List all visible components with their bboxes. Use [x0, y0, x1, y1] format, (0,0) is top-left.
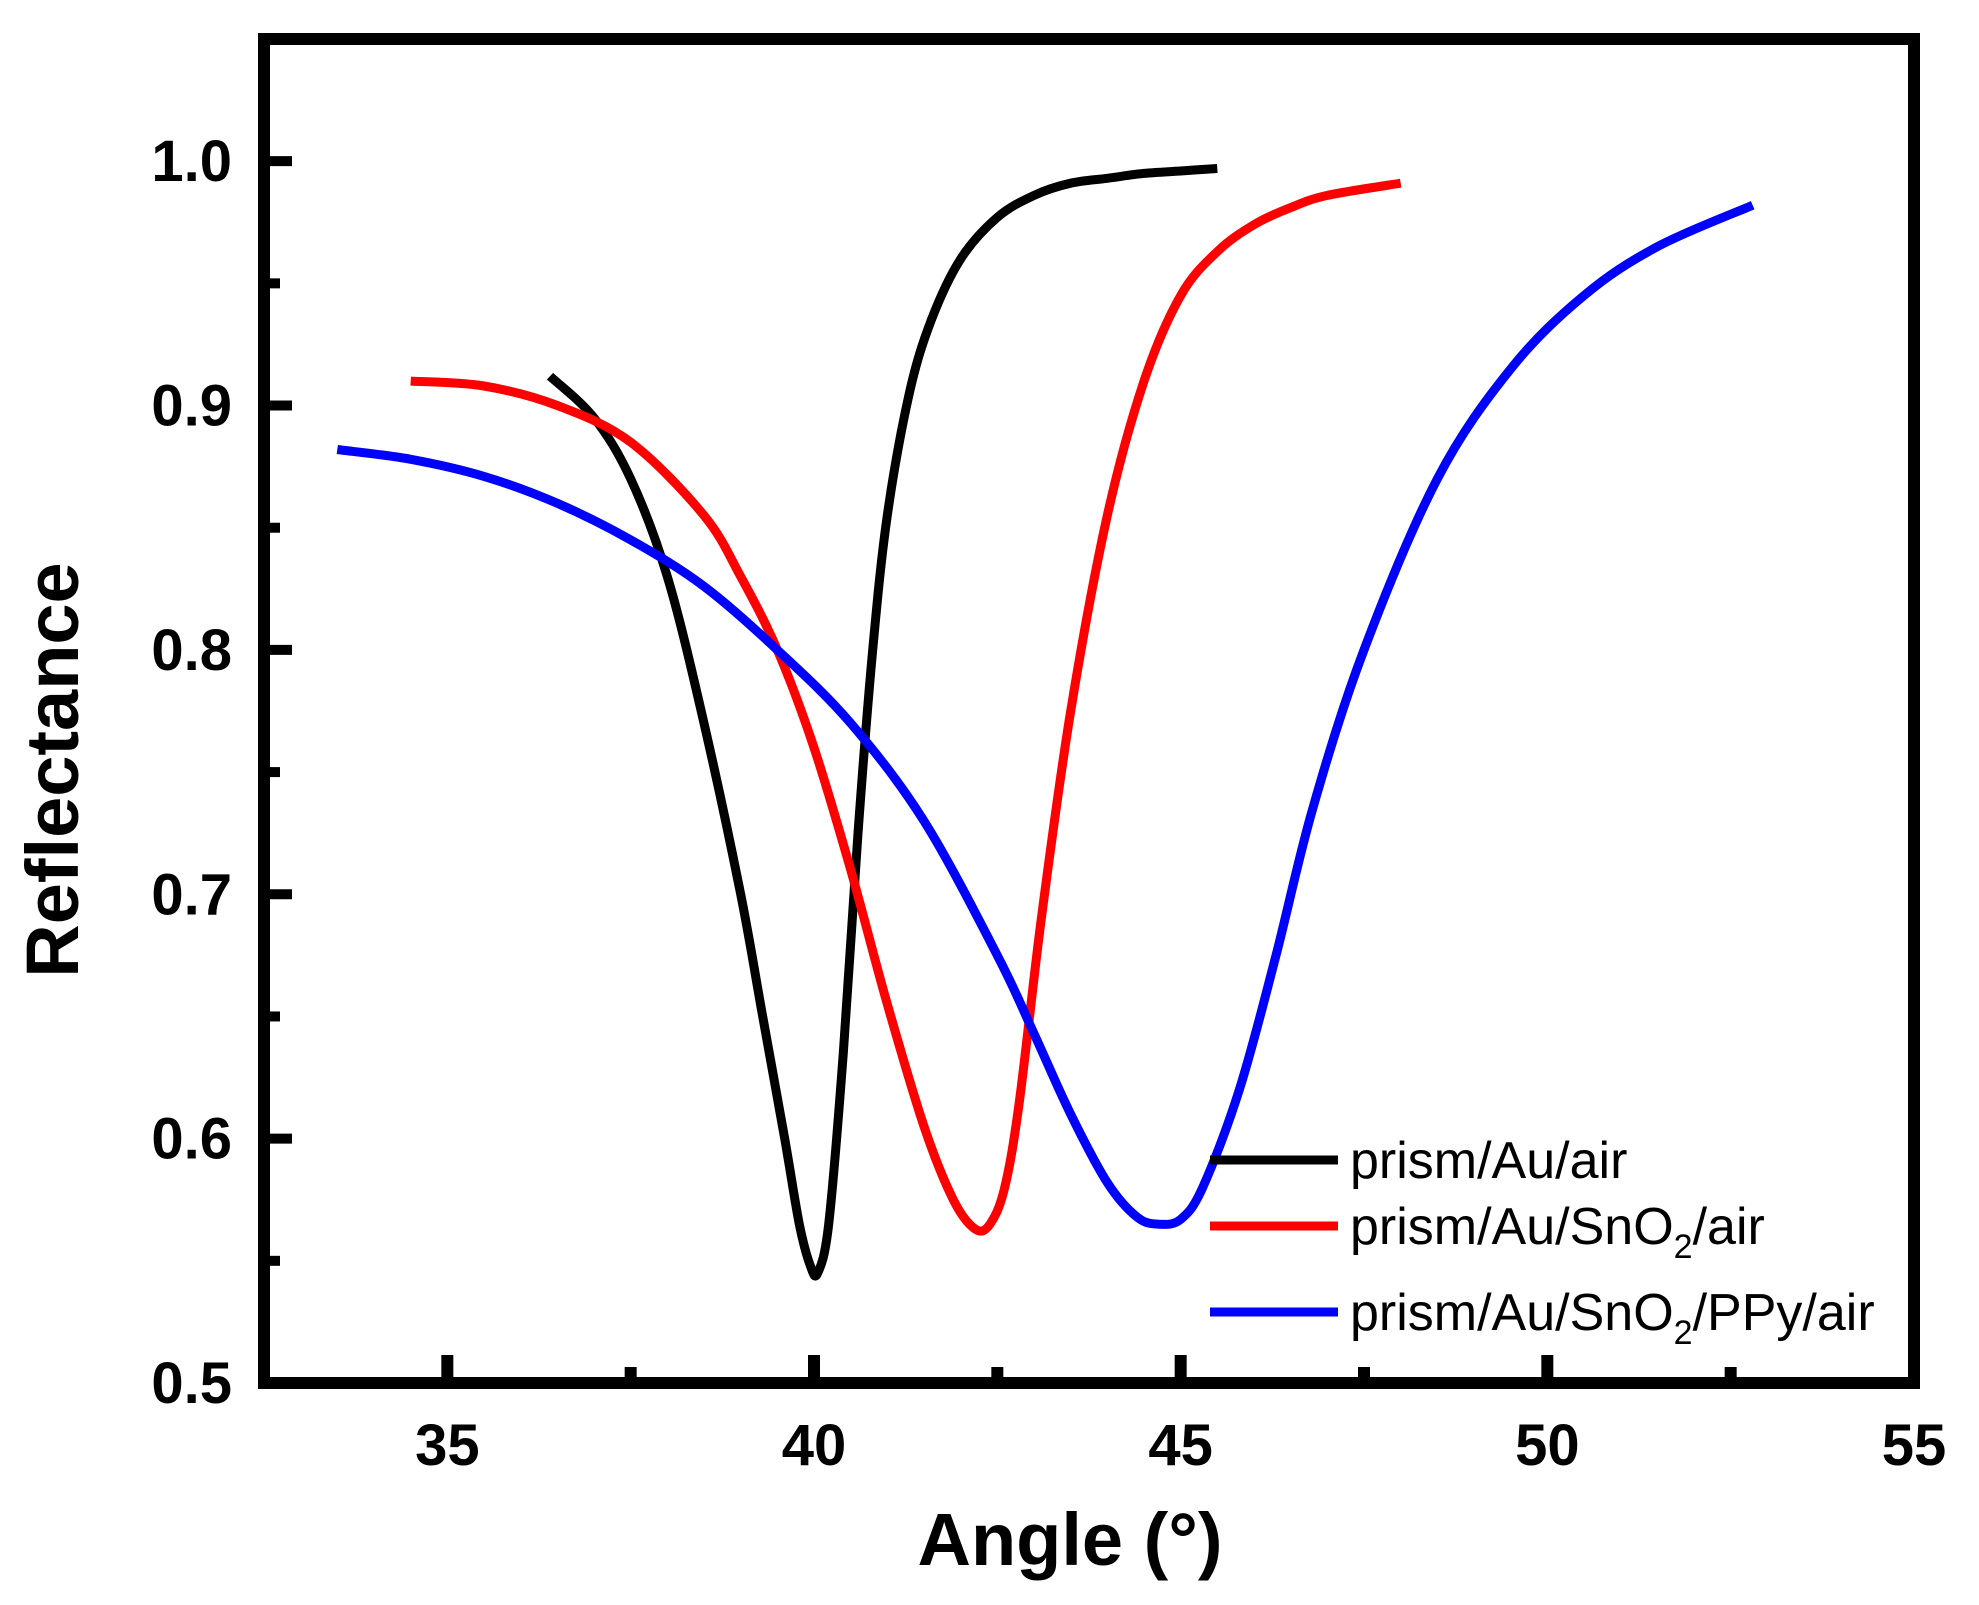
- legend-label-tail: /PPy/air: [1693, 1284, 1875, 1342]
- series-line-1: [546, 164, 1218, 1281]
- legend-label-2: prism/Au/SnO2/air: [1350, 1198, 1765, 1266]
- series-curves: [336, 164, 1755, 1281]
- x-tick-label: 40: [782, 1413, 847, 1478]
- y-tick-label: 0.5: [151, 1351, 232, 1416]
- plot-frame: [258, 33, 1920, 1389]
- legend-label-base: prism/Au/SnO: [1350, 1198, 1674, 1256]
- legend-label-1: prism/Au/air: [1350, 1132, 1627, 1190]
- x-tick-label: 50: [1515, 1413, 1580, 1478]
- y-tick-label: 0.8: [151, 618, 232, 683]
- x-axis-label: Angle (°): [918, 1498, 1223, 1581]
- y-tick-label: 0.6: [151, 1107, 232, 1172]
- y-tick-label: 0.7: [151, 862, 232, 927]
- x-tick-label: 55: [1882, 1413, 1947, 1478]
- legend: prism/Au/airprism/Au/SnO2/airprism/Au/Sn…: [1210, 1132, 1875, 1352]
- legend-label-base: prism/Au/air: [1350, 1132, 1627, 1190]
- legend-label-3: prism/Au/SnO2/PPy/air: [1350, 1284, 1875, 1352]
- legend-label-base: prism/Au/SnO: [1350, 1284, 1674, 1342]
- tick-labels: 35 40 45 50 55 0.5 0.6 0.7 0.8 0.9 1.0: [151, 129, 1946, 1478]
- axis-ticks: [258, 156, 1737, 1383]
- series-line-3: [336, 201, 1755, 1229]
- series-line-2: [410, 178, 1402, 1236]
- y-tick-label: 1.0: [151, 129, 232, 194]
- legend-label-tail: /air: [1693, 1198, 1765, 1256]
- y-tick-label: 0.9: [151, 374, 232, 439]
- legend-label-subscript: 2: [1674, 1228, 1693, 1266]
- x-tick-label: 35: [415, 1413, 480, 1478]
- x-tick-label: 45: [1148, 1413, 1213, 1478]
- y-axis-label: Reflectance: [11, 562, 94, 977]
- legend-label-subscript: 2: [1674, 1314, 1693, 1352]
